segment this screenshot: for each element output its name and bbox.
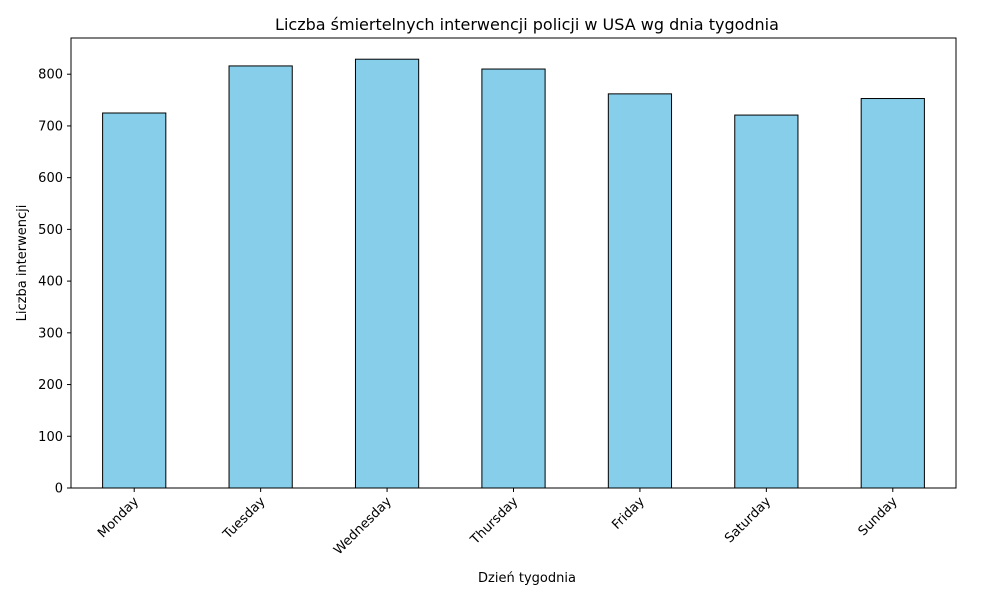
x-tick-label: Sunday bbox=[856, 494, 901, 539]
bar-sunday bbox=[860, 98, 925, 489]
y-tick-label: 600 bbox=[38, 171, 63, 186]
bar-monday bbox=[102, 112, 167, 489]
plot-frame bbox=[70, 37, 957, 489]
x-tick-label: Tuesday bbox=[220, 494, 269, 543]
bar-friday bbox=[607, 93, 673, 489]
chart-title: Liczba śmiertelnych interwencji policji … bbox=[275, 15, 779, 34]
bar-tuesday bbox=[228, 65, 293, 489]
x-tick-label: Saturday bbox=[722, 494, 774, 546]
y-tick-label: 100 bbox=[38, 430, 63, 445]
x-tick-label: Thursday bbox=[467, 494, 521, 548]
x-tick-label: Wednesday bbox=[331, 494, 395, 558]
y-tick-label: 0 bbox=[55, 482, 63, 497]
x-tick-label: Monday bbox=[95, 494, 142, 541]
y-tick-label: 700 bbox=[38, 119, 63, 134]
y-tick-label: 800 bbox=[38, 68, 63, 83]
y-axis-label: Liczba interwencji bbox=[15, 205, 30, 322]
bar-wednesday bbox=[354, 58, 420, 489]
y-tick-label: 300 bbox=[38, 326, 63, 341]
bar-saturday bbox=[734, 114, 799, 489]
y-tick-label: 400 bbox=[38, 275, 63, 290]
bar-thursday bbox=[481, 68, 546, 489]
y-tick-label: 200 bbox=[38, 378, 63, 393]
y-tick-label: 500 bbox=[38, 223, 63, 238]
plot-area: Monday Tuesday Wednesday Thursday Friday Satu… bbox=[38, 58, 925, 558]
x-tick-label: Friday bbox=[609, 494, 648, 533]
x-axis-label: Dzień tygodnia bbox=[478, 571, 576, 586]
